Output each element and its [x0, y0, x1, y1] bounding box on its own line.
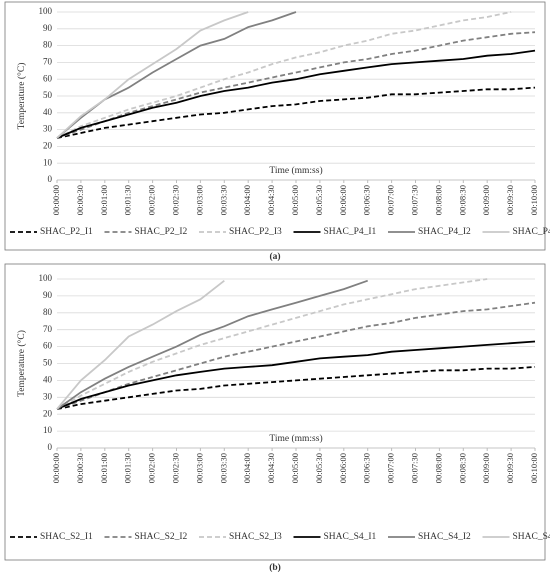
x-tick-label: 00:08:30	[457, 453, 467, 483]
x-tick-label: 00:07:30	[409, 185, 419, 215]
x-axis-label: Time (mm:ss)	[269, 165, 322, 176]
x-tick-label: 00:07:30	[409, 453, 419, 483]
y-tick-label: 10	[43, 157, 53, 167]
panel-border	[4, 263, 546, 561]
legend-label: SHAC_P2_I1	[40, 227, 93, 237]
x-tick-label: 00:02:00	[147, 185, 157, 215]
x-tick-label: 00:10:00	[529, 453, 539, 483]
x-tick-label: 00:01:00	[99, 453, 109, 483]
series-line	[56, 279, 368, 410]
x-tick-label: 00:09:00	[481, 453, 491, 483]
series-line	[56, 340, 536, 410]
y-tick-label: 100	[39, 273, 53, 283]
y-tick-label: 20	[43, 140, 53, 150]
legend-label: SHAC_P2_I2	[135, 227, 188, 237]
panel-caption: (a)	[269, 251, 280, 262]
panel-border	[4, 1, 546, 251]
y-tick-label: 50	[43, 90, 53, 100]
y-tick-label: 30	[43, 124, 53, 134]
x-tick-label: 00:05:30	[314, 185, 324, 215]
x-tick-label: 00:03:00	[194, 453, 204, 483]
legend-label: SHAC_S2_I1	[40, 532, 93, 542]
x-tick-label: 00:05:30	[314, 453, 324, 483]
series-line	[56, 11, 297, 139]
x-tick-label: 00:03:00	[194, 185, 204, 215]
x-tick-label: 00:09:00	[481, 185, 491, 215]
y-tick-label: 40	[43, 374, 53, 384]
y-tick-label: 60	[43, 341, 53, 351]
x-tick-label: 00:03:30	[218, 453, 228, 483]
x-tick-label: 00:06:00	[338, 453, 348, 483]
x-tick-label: 00:09:30	[505, 185, 515, 215]
legend-label: SHAC_S2_I3	[229, 532, 282, 542]
legend-label: SHAC_S2_I2	[135, 532, 188, 542]
x-tick-label: 00:00:00	[51, 185, 61, 215]
x-tick-label: 00:00:00	[51, 453, 61, 483]
legend-label: SHAC_P4_I3	[513, 227, 550, 237]
x-tick-label: 00:08:00	[433, 185, 443, 215]
series-line	[56, 301, 536, 410]
y-tick-label: 80	[43, 307, 53, 317]
x-tick-label: 00:01:30	[123, 453, 133, 483]
x-tick-label: 00:04:30	[266, 453, 276, 483]
x-tick-label: 00:10:00	[529, 185, 539, 215]
legend-label: SHAC_S4_I2	[418, 532, 471, 542]
x-tick-label: 00:08:00	[433, 453, 443, 483]
series-line	[56, 11, 249, 139]
legend-label: SHAC_S4_I1	[324, 532, 377, 542]
panel-caption: (b)	[269, 562, 281, 573]
legend-label: SHAC_P4_I2	[418, 227, 471, 237]
y-tick-label: 20	[43, 408, 53, 418]
x-tick-label: 00:01:00	[99, 185, 109, 215]
y-tick-label: 90	[43, 23, 53, 33]
x-tick-label: 00:09:30	[505, 453, 515, 483]
x-tick-label: 00:00:30	[75, 185, 85, 215]
y-tick-label: 10	[43, 425, 53, 435]
y-axis-label: Temperature (°C)	[16, 330, 27, 397]
x-axis-label: Time (mm:ss)	[269, 433, 322, 444]
y-tick-label: 100	[39, 6, 53, 16]
legend-label: SHAC_P4_I1	[324, 227, 377, 237]
series-line	[56, 366, 536, 410]
x-tick-label: 00:06:30	[362, 453, 372, 483]
y-tick-label: 80	[43, 40, 53, 50]
x-tick-label: 00:04:30	[266, 185, 276, 215]
x-tick-label: 00:04:00	[242, 453, 252, 483]
legend-label: SHAC_S4_I3	[513, 532, 550, 542]
x-tick-label: 00:05:00	[290, 185, 300, 215]
x-tick-label: 00:02:30	[170, 185, 180, 215]
x-tick-label: 00:06:30	[362, 185, 372, 215]
series-line	[56, 49, 536, 139]
series-line	[56, 86, 536, 139]
series-line	[56, 279, 225, 410]
y-tick-label: 0	[48, 174, 53, 184]
legend-label: SHAC_P2_I3	[229, 227, 282, 237]
series-line	[56, 11, 512, 139]
series-line	[56, 278, 488, 410]
x-tick-label: 00:02:30	[170, 453, 180, 483]
y-tick-label: 90	[43, 290, 53, 300]
y-tick-label: 60	[43, 73, 53, 83]
x-tick-label: 00:02:00	[147, 453, 157, 483]
y-tick-label: 50	[43, 358, 53, 368]
y-tick-label: 70	[43, 324, 53, 334]
y-tick-label: 0	[48, 442, 53, 452]
x-tick-label: 00:01:30	[123, 185, 133, 215]
x-tick-label: 00:03:30	[218, 185, 228, 215]
x-tick-label: 00:07:00	[386, 185, 396, 215]
x-tick-label: 00:06:00	[338, 185, 348, 215]
x-tick-label: 00:08:30	[457, 185, 467, 215]
series-line	[56, 31, 536, 139]
x-tick-label: 00:00:30	[75, 453, 85, 483]
x-tick-label: 00:04:00	[242, 185, 252, 215]
y-axis-label: Temperature (°C)	[16, 63, 27, 130]
y-tick-label: 70	[43, 56, 53, 66]
y-tick-label: 40	[43, 107, 53, 117]
x-tick-label: 00:07:00	[386, 453, 396, 483]
y-tick-label: 30	[43, 391, 53, 401]
x-tick-label: 00:05:00	[290, 453, 300, 483]
